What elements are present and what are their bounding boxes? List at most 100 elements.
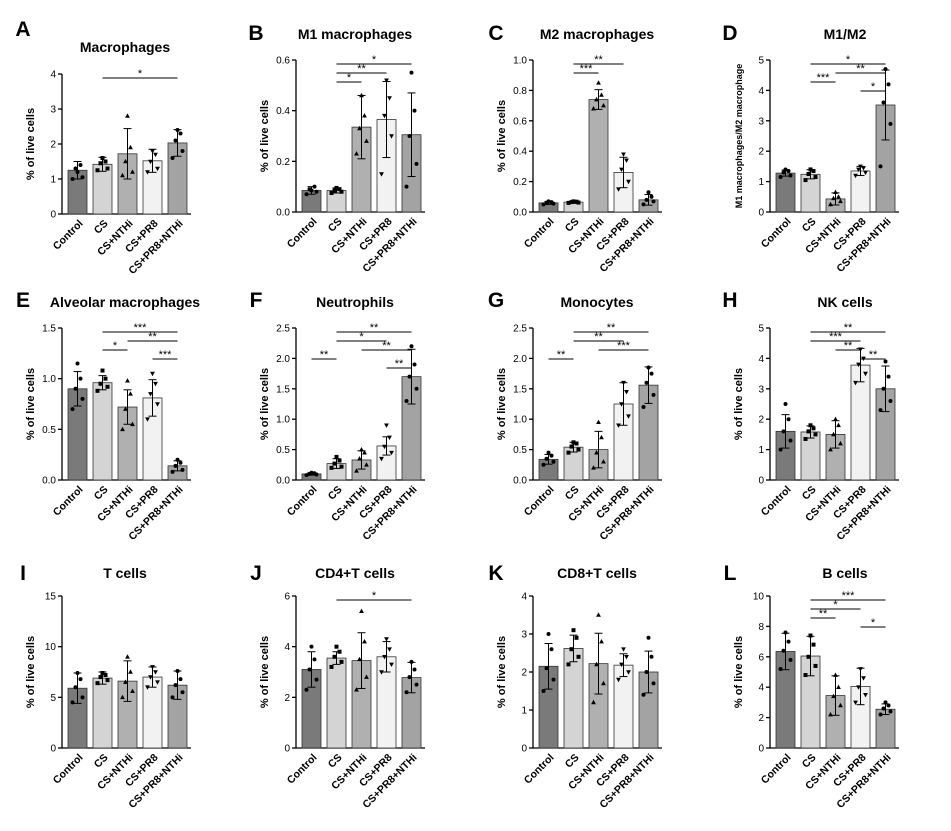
data-point xyxy=(863,693,868,698)
data-point xyxy=(833,189,838,195)
data-point xyxy=(831,195,836,201)
data-point xyxy=(153,670,158,675)
data-point xyxy=(384,637,389,642)
data-point xyxy=(546,450,551,455)
data-point xyxy=(591,699,596,705)
chart-title: Neutrophils xyxy=(316,294,394,310)
data-point xyxy=(786,417,791,422)
data-point xyxy=(778,666,783,671)
data-point xyxy=(803,673,808,678)
data-point xyxy=(881,386,886,391)
data-point xyxy=(332,188,337,193)
data-point xyxy=(78,163,83,167)
data-point xyxy=(95,681,100,686)
y-tick-label: 4 xyxy=(50,70,56,81)
chart-title: Alveolar macrophages xyxy=(50,294,200,310)
data-point xyxy=(173,463,178,468)
data-point xyxy=(861,166,866,171)
data-point xyxy=(863,170,868,176)
data-point xyxy=(404,184,409,189)
data-point xyxy=(155,680,160,685)
y-tick-label: 10 xyxy=(753,592,765,603)
chart-title: B cells xyxy=(822,565,867,581)
data-point xyxy=(881,706,886,711)
significance-label: ** xyxy=(844,322,853,334)
data-point xyxy=(601,103,606,108)
data-point xyxy=(155,402,160,407)
data-point xyxy=(808,633,813,638)
data-point xyxy=(619,662,624,667)
data-point xyxy=(412,667,417,672)
data-point xyxy=(646,365,651,370)
data-point xyxy=(888,709,893,714)
data-point xyxy=(861,676,866,681)
data-point xyxy=(130,421,135,427)
x-tick-label: Control xyxy=(522,484,557,519)
data-point xyxy=(831,431,836,437)
data-point xyxy=(833,672,838,677)
data-point xyxy=(621,380,626,386)
x-tick-label: Control xyxy=(285,484,320,519)
data-point xyxy=(125,378,130,383)
data-point xyxy=(576,447,581,452)
panel-letter: E xyxy=(16,289,30,312)
data-point xyxy=(382,655,387,660)
y-tick-label: 4 xyxy=(758,86,764,97)
chart-title: M2 macrophages xyxy=(540,26,655,42)
data-point xyxy=(354,468,359,473)
y-tick-label: 0 xyxy=(521,744,527,755)
y-tick-label: 3 xyxy=(50,105,56,116)
data-point xyxy=(145,170,150,175)
significance-label: ** xyxy=(869,349,878,361)
data-point xyxy=(312,184,317,189)
data-point xyxy=(80,396,85,401)
y-tick-label: 0.5 xyxy=(513,445,527,456)
bar-cs xyxy=(326,657,347,749)
data-point xyxy=(569,444,574,449)
data-point xyxy=(569,647,574,652)
data-point xyxy=(788,438,793,443)
data-point xyxy=(379,670,384,675)
data-point xyxy=(125,113,130,118)
y-tick-label: 0.5 xyxy=(276,445,290,456)
data-point xyxy=(541,689,546,693)
data-point xyxy=(337,649,342,654)
data-point xyxy=(412,108,417,113)
data-point xyxy=(180,467,185,472)
data-point xyxy=(836,422,841,428)
data-point xyxy=(387,647,392,652)
significance-label: * xyxy=(871,617,876,629)
data-point xyxy=(128,669,133,674)
data-point xyxy=(103,159,108,164)
y-tick-label: 1.5 xyxy=(513,384,527,395)
data-point xyxy=(404,690,409,695)
data-point xyxy=(100,156,105,160)
data-point xyxy=(120,172,125,178)
data-point xyxy=(170,156,175,160)
data-point xyxy=(123,406,128,411)
y-tick-label: 1.5 xyxy=(42,324,56,335)
x-tick-label: CS xyxy=(92,484,111,503)
data-point xyxy=(357,125,362,131)
data-point xyxy=(389,662,394,667)
x-tick-label: CS xyxy=(800,216,819,235)
y-tick-label: 0.4 xyxy=(276,106,290,117)
data-point xyxy=(414,161,419,166)
data-point xyxy=(130,169,135,174)
panel-d: D M1/M2 M1 macrophages/M2 macrophage 0 1 2 3 4 5… xyxy=(722,22,899,275)
chart-title: CD4+T cells xyxy=(315,565,395,581)
x-tick-label: Control xyxy=(51,752,86,787)
data-point xyxy=(70,177,75,181)
significance-label: * xyxy=(846,54,851,66)
data-point xyxy=(594,661,599,667)
data-point xyxy=(339,464,344,469)
data-point xyxy=(616,423,621,428)
data-point xyxy=(100,671,105,676)
data-point xyxy=(619,167,624,173)
x-tick-label: Control xyxy=(759,752,794,787)
data-point xyxy=(626,670,631,675)
data-point xyxy=(591,106,596,111)
y-tick-label: 0.0 xyxy=(513,208,527,219)
data-point xyxy=(103,673,108,678)
data-point xyxy=(175,668,180,673)
